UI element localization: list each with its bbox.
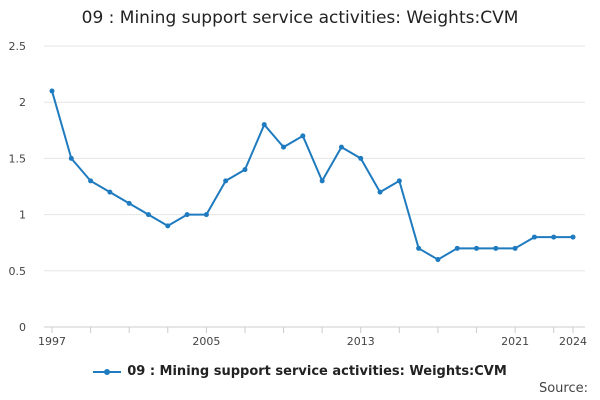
data-point[interactable] [281, 144, 287, 150]
legend: 09 : Mining support service activities: … [0, 364, 600, 379]
data-point[interactable] [223, 178, 229, 184]
x-tick-label: 1997 [38, 335, 66, 348]
data-point[interactable] [512, 245, 518, 251]
data-point[interactable] [358, 155, 364, 161]
grid-lines [44, 45, 585, 328]
data-point[interactable] [49, 88, 55, 94]
x-tick-label: 2021 [501, 335, 529, 348]
data-point[interactable] [570, 234, 576, 240]
data-point[interactable] [435, 257, 441, 263]
data-point[interactable] [165, 223, 171, 229]
data-point[interactable] [107, 189, 113, 195]
data-point[interactable] [88, 178, 94, 184]
legend-line-marker-icon [93, 366, 122, 378]
data-point[interactable] [319, 178, 325, 184]
data-point[interactable] [531, 234, 537, 240]
data-point[interactable] [126, 200, 132, 206]
legend-label: 09 : Mining support service activities: … [127, 364, 507, 379]
x-tick-label: 2013 [347, 335, 375, 348]
series-line [51, 90, 573, 261]
data-point[interactable] [300, 133, 306, 139]
y-tick-label: 1 [19, 209, 26, 222]
data-point[interactable] [493, 245, 499, 251]
y-tick-label: 2 [19, 96, 26, 109]
y-tick-label: 0 [19, 321, 26, 334]
data-point[interactable] [68, 155, 74, 161]
series-layer [49, 88, 576, 263]
y-tick-label: 1.5 [9, 152, 27, 165]
y-tick-label: 2.5 [9, 40, 27, 53]
data-point[interactable] [338, 144, 344, 150]
data-point[interactable] [416, 245, 422, 251]
data-point[interactable] [396, 178, 402, 184]
chart-title: 09 : Mining support service activities: … [81, 8, 519, 28]
data-point[interactable] [474, 245, 480, 251]
data-point[interactable] [145, 212, 151, 218]
data-point[interactable] [551, 234, 557, 240]
data-point[interactable] [377, 189, 383, 195]
y-tick-label: 0.5 [9, 265, 27, 278]
x-tick-label: 2005 [192, 335, 220, 348]
axes: 0 0.5 1 1.5 2 2.5 1997 2005 2013 2021 2024 [9, 40, 588, 348]
data-point[interactable] [261, 122, 267, 128]
data-point[interactable] [454, 245, 460, 251]
data-point[interactable] [184, 212, 190, 218]
data-point[interactable] [242, 167, 248, 173]
x-tick-label: 2024 [559, 335, 587, 348]
data-point[interactable] [203, 212, 209, 218]
source-label: Source: [538, 381, 588, 396]
